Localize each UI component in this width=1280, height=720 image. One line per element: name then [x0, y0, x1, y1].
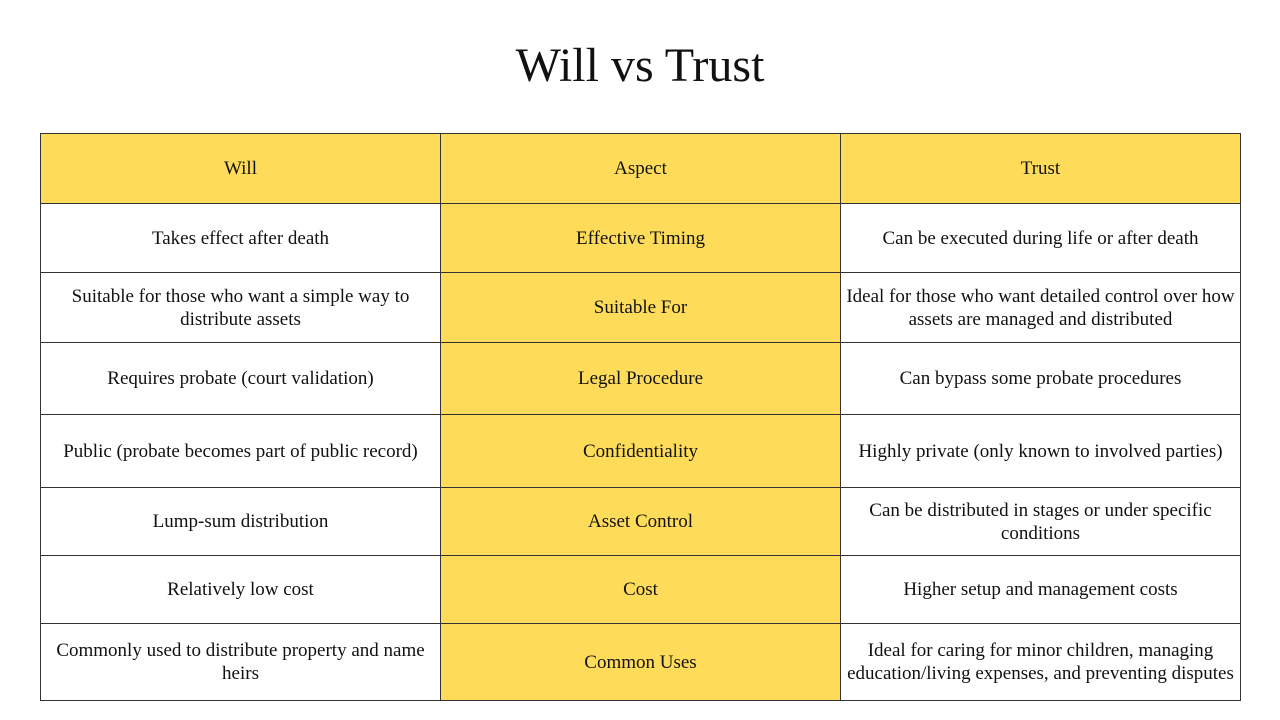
trust-cell: Higher setup and management costs: [840, 555, 1241, 624]
aspect-cell: Asset Control: [440, 487, 841, 556]
trust-cell: Ideal for those who want detailed contro…: [840, 272, 1241, 343]
trust-cell: Ideal for caring for minor children, man…: [840, 623, 1241, 701]
will-cell: Takes effect after death: [40, 203, 441, 273]
trust-cell: Can be executed during life or after dea…: [840, 203, 1241, 273]
trust-cell: Can be distributed in stages or under sp…: [840, 487, 1241, 556]
page-title: Will vs Trust: [515, 39, 765, 92]
aspect-cell: Confidentiality: [440, 414, 841, 488]
will-cell: Lump-sum distribution: [40, 487, 441, 556]
comparison-table: Will Aspect Trust Takes effect after dea…: [40, 133, 1241, 701]
aspect-cell: Cost: [440, 555, 841, 624]
will-cell: Public (probate becomes part of public r…: [40, 414, 441, 488]
header-trust: Trust: [840, 133, 1241, 204]
trust-cell: Can bypass some probate procedures: [840, 342, 1241, 415]
aspect-cell: Legal Procedure: [440, 342, 841, 415]
table-row: Relatively low cost Cost Higher setup and …: [40, 555, 1241, 624]
table-row: Requires probate (court validation) Legal…: [40, 342, 1241, 415]
aspect-cell: Common Uses: [440, 623, 841, 701]
will-cell: Commonly used to distribute property and…: [40, 623, 441, 701]
table-row: Takes effect after death Effective Timing…: [40, 203, 1241, 273]
header-will: Will: [40, 133, 441, 204]
table-row: Lump-sum distribution Asset Control Can be…: [40, 487, 1241, 556]
table-row: Commonly used to distribute property and…: [40, 623, 1241, 701]
will-cell: Suitable for those who want a simple way…: [40, 272, 441, 343]
aspect-cell: Suitable For: [440, 272, 841, 343]
aspect-cell: Effective Timing: [440, 203, 841, 273]
trust-cell: Highly private (only known to involved p…: [840, 414, 1241, 488]
will-cell: Relatively low cost: [40, 555, 441, 624]
table-row: Suitable for those who want a simple way…: [40, 272, 1241, 343]
header-aspect: Aspect: [440, 133, 841, 204]
table-row: Public (probate becomes part of public r…: [40, 414, 1241, 488]
table-header-row: Will Aspect Trust: [40, 133, 1241, 204]
will-cell: Requires probate (court validation): [40, 342, 441, 415]
